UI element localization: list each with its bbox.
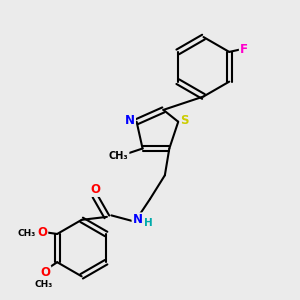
Text: O: O [90, 183, 100, 196]
Text: N: N [125, 114, 135, 127]
Text: O: O [40, 266, 50, 279]
Text: H: H [144, 218, 153, 228]
Text: S: S [181, 114, 189, 127]
Text: O: O [37, 226, 47, 239]
Text: N: N [133, 213, 142, 226]
Text: F: F [240, 43, 248, 56]
Text: CH₃: CH₃ [35, 280, 53, 289]
Text: CH₃: CH₃ [109, 151, 129, 161]
Text: CH₃: CH₃ [18, 229, 36, 238]
